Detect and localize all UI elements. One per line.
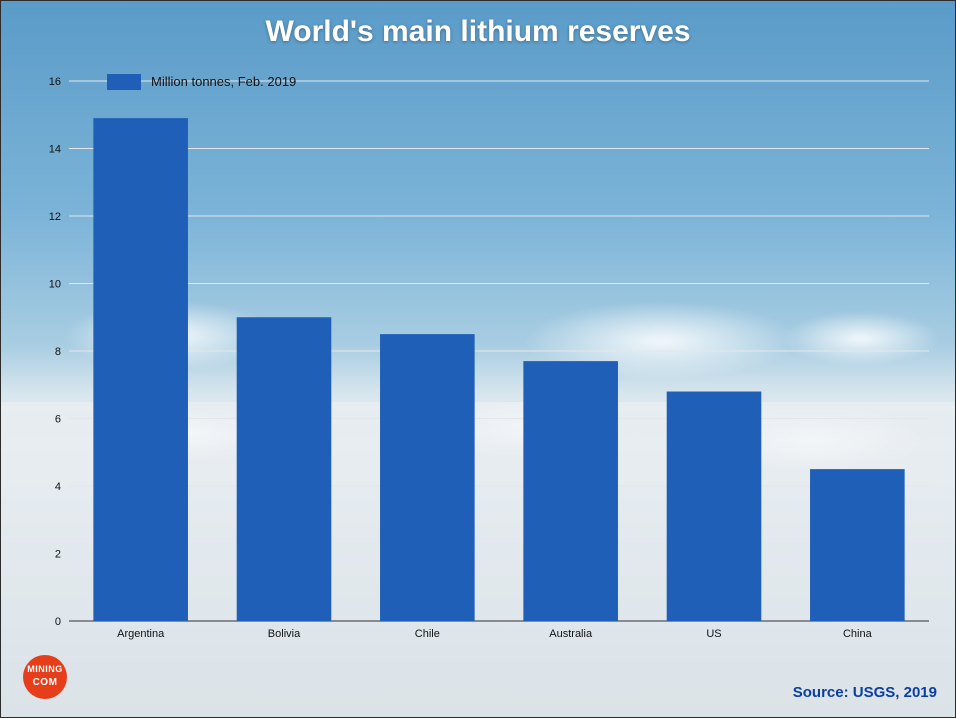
bar <box>237 317 332 621</box>
ytick-label: 6 <box>55 414 61 426</box>
xtick-label: Bolivia <box>268 628 301 640</box>
ytick-label: 2 <box>55 549 61 561</box>
logo-line1: MINING <box>23 664 67 674</box>
xtick-label: China <box>843 628 873 640</box>
publisher-logo: MINING COM <box>23 655 67 699</box>
ytick-label: 0 <box>55 616 61 628</box>
bar <box>380 334 475 621</box>
chart-svg: 0 2 4 6 8 10 12 14 16 Argentina Bolivia Chile Austra… <box>49 73 935 647</box>
plot-area: 0 2 4 6 8 10 12 14 16 Argentina Bolivia Chile Austra… <box>49 73 935 647</box>
legend: Million tonnes, Feb. 2019 <box>107 73 297 91</box>
chart-stage: World's main lithium reserves 0 2 4 6 8 10 12 1… <box>0 0 956 718</box>
legend-label: Million tonnes, Feb. 2019 <box>151 74 296 89</box>
bar <box>93 118 188 621</box>
bar <box>667 392 762 622</box>
xtick-label: US <box>706 628 721 640</box>
bar <box>810 469 905 621</box>
xtick-label: Argentina <box>117 628 165 640</box>
chart-title: World's main lithium reserves <box>1 15 955 49</box>
ytick-label: 12 <box>49 211 61 223</box>
xtick-label: Chile <box>415 628 440 640</box>
xtick-label: Australia <box>549 628 593 640</box>
source-text: Source: USGS, 2019 <box>793 684 937 701</box>
ytick-label: 16 <box>49 76 61 88</box>
legend-swatch <box>107 74 141 90</box>
logo-line2: COM <box>23 677 67 688</box>
ytick-label: 10 <box>49 279 61 291</box>
ytick-label: 14 <box>49 144 61 156</box>
ytick-label: 4 <box>55 481 61 493</box>
ytick-label: 8 <box>55 346 61 358</box>
bar <box>523 361 618 621</box>
